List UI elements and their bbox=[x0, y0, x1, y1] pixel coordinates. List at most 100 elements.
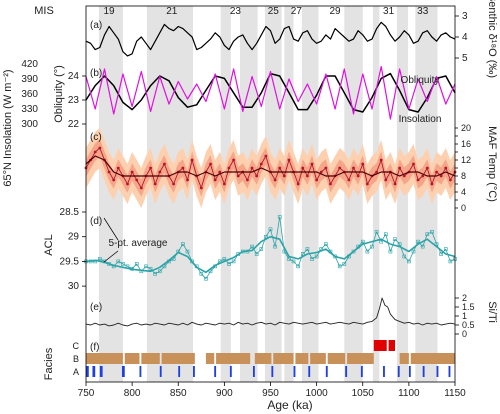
panel-tag: (d) bbox=[90, 216, 102, 227]
maf-point bbox=[172, 182, 176, 186]
maf-point bbox=[98, 146, 102, 150]
maf-point bbox=[264, 154, 268, 158]
acl-point bbox=[388, 249, 393, 254]
facies-a-bar bbox=[193, 366, 195, 377]
acl-point bbox=[370, 244, 374, 249]
maf-point bbox=[209, 162, 212, 166]
maf-point bbox=[338, 166, 342, 170]
facies-a-bar bbox=[252, 366, 255, 377]
acl-point bbox=[430, 229, 434, 234]
acl-point bbox=[231, 259, 236, 264]
maf-point bbox=[139, 186, 143, 190]
acl-tick-label: 28.5 bbox=[60, 207, 80, 218]
mis-stage-label: 21 bbox=[166, 6, 178, 17]
maf-point bbox=[412, 162, 415, 166]
maf-point bbox=[365, 182, 369, 186]
panel-plots: (a) Obliquity Insolation (b) (c) 5-pt. averag… bbox=[84, 20, 457, 377]
obliquity-axis-label: Obliquity (°) bbox=[53, 65, 65, 123]
maf-point bbox=[435, 170, 438, 174]
maf-point bbox=[301, 166, 305, 170]
maf-point bbox=[444, 166, 448, 170]
acl-point bbox=[268, 227, 273, 232]
benthic-tick-label: 5 bbox=[462, 53, 468, 64]
facies-c-bar bbox=[373, 340, 387, 351]
maf-point bbox=[329, 182, 332, 186]
acl-point bbox=[264, 234, 268, 239]
facies-b-bar bbox=[310, 353, 326, 364]
acl-point bbox=[425, 232, 430, 237]
x-tick-label: 850 bbox=[170, 388, 187, 399]
panel-tag: (e) bbox=[90, 302, 102, 313]
facies-level-label: A bbox=[73, 367, 79, 377]
acl-point bbox=[360, 239, 365, 244]
acl-average-line bbox=[85, 235, 456, 274]
acl-point bbox=[181, 242, 185, 246]
maf-point bbox=[218, 170, 222, 174]
maf-point bbox=[393, 182, 397, 186]
mis-label: MIS bbox=[34, 5, 54, 17]
facies-a-bar bbox=[178, 366, 181, 377]
facies-c-bar bbox=[388, 340, 396, 351]
maf-point bbox=[356, 174, 360, 178]
benthic-tick-label: 3 bbox=[462, 11, 468, 22]
insolation-tick-label: 360 bbox=[21, 89, 38, 100]
acl-point bbox=[337, 264, 342, 269]
maf-point bbox=[213, 178, 217, 182]
facies-b-bar bbox=[141, 353, 160, 364]
maf-point bbox=[347, 178, 351, 182]
benthic-tick-label: 4 bbox=[462, 32, 468, 43]
acl-point bbox=[204, 276, 208, 281]
insolation-tick-label: 330 bbox=[21, 104, 38, 115]
maf-point bbox=[421, 174, 425, 178]
acl-point bbox=[254, 252, 259, 256]
acl-point bbox=[324, 242, 328, 246]
x-axis-label: Age (ka) bbox=[267, 398, 312, 412]
maf-point bbox=[259, 162, 263, 166]
mis-stage-label: 33 bbox=[417, 6, 429, 17]
acl-point bbox=[185, 249, 190, 254]
facies-a-bar bbox=[139, 366, 142, 377]
maf-point bbox=[352, 166, 355, 170]
x-tick-label: 950 bbox=[262, 388, 279, 399]
panel-tag: (a) bbox=[90, 20, 102, 31]
maf-point bbox=[222, 182, 226, 186]
maf-point bbox=[319, 170, 323, 174]
glacial-band bbox=[372, 6, 380, 382]
maf-point bbox=[310, 162, 314, 166]
panel-tag: (b) bbox=[90, 68, 102, 79]
maf-point bbox=[181, 166, 185, 170]
facies-a-bar bbox=[214, 366, 217, 377]
acl-point bbox=[222, 257, 227, 261]
maf-point bbox=[398, 166, 402, 170]
acl-point bbox=[291, 259, 296, 264]
acl-point bbox=[374, 229, 379, 234]
insolation-tick-label: 300 bbox=[21, 119, 38, 130]
siti-line bbox=[85, 297, 456, 327]
maf-point bbox=[278, 166, 282, 170]
facies-a-bar bbox=[92, 366, 96, 377]
facies-a-bar bbox=[397, 366, 400, 377]
acl-point bbox=[121, 262, 125, 266]
maf-tick-label: 16 bbox=[461, 139, 471, 149]
acl-point bbox=[296, 264, 300, 269]
insolation-tick-label: 420 bbox=[21, 59, 38, 70]
acl-point bbox=[439, 252, 443, 256]
acl-tick-label: 29 bbox=[68, 232, 80, 243]
facies-a-bar bbox=[293, 366, 296, 377]
maf-point bbox=[158, 170, 162, 174]
facies-level-label: C bbox=[73, 341, 80, 351]
acl-point bbox=[416, 239, 420, 244]
acl-axis-label: ACL bbox=[43, 234, 55, 255]
facies-a-bar bbox=[271, 366, 274, 377]
mis-stage-label: 23 bbox=[230, 6, 242, 17]
maf-point bbox=[361, 162, 365, 166]
maf-point bbox=[324, 166, 328, 170]
maf-point bbox=[287, 158, 291, 162]
maf-point bbox=[135, 178, 139, 182]
maf-tick-label: 20 bbox=[461, 123, 471, 133]
siti-tick-label: 2 bbox=[462, 293, 467, 303]
facies-a-bar bbox=[383, 366, 385, 377]
acl-point bbox=[407, 259, 411, 264]
maf-point bbox=[107, 170, 111, 174]
